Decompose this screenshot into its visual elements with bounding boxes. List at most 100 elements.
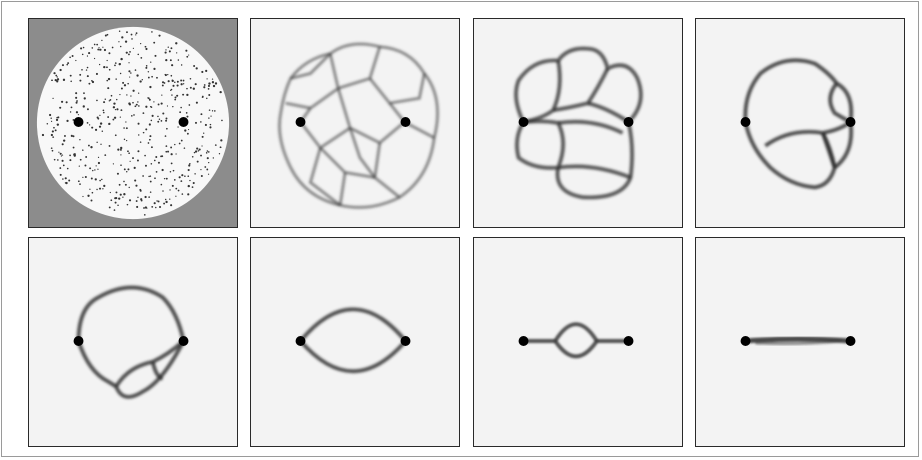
left-node: [518, 117, 529, 127]
speckle-dot: [195, 101, 198, 104]
speckle-dot: [134, 179, 137, 182]
speckle-dot: [193, 151, 196, 154]
speckle-dot: [120, 57, 123, 61]
speckle-dot: [123, 138, 126, 141]
cell-edges: [514, 46, 643, 200]
speckle-dot: [169, 198, 171, 200]
speckle-dot: [123, 193, 126, 196]
speckle-dot: [96, 116, 99, 119]
speckle-dot: [59, 106, 62, 109]
speckle-dot: [131, 38, 133, 40]
speckle-dot: [127, 150, 129, 153]
speckle-dot: [110, 94, 113, 97]
speckle-dot: [62, 139, 66, 142]
speckle-dot: [163, 177, 166, 180]
speckle-dot: [98, 187, 102, 190]
right-node: [845, 336, 856, 346]
speckle-dot: [68, 179, 71, 182]
speckle-dot: [129, 160, 131, 162]
speckle-dot: [158, 34, 161, 37]
speckle-dot: [123, 180, 125, 183]
speckle-dot: [148, 123, 151, 126]
speckle-dot: [170, 74, 173, 77]
speckle-dot: [59, 152, 62, 155]
speckle-dot: [185, 49, 188, 52]
speckle-dot: [79, 73, 82, 76]
speckle-dot: [176, 52, 178, 54]
speckle-dot: [180, 64, 183, 66]
speckle-dot: [72, 146, 75, 149]
speckle-dot: [153, 67, 156, 71]
speckle-dot: [206, 150, 209, 152]
speckle-dot: [160, 183, 163, 186]
speckle-dot: [170, 89, 172, 91]
speckle-dot: [85, 156, 88, 158]
speckle-dot: [126, 203, 129, 206]
speckle-dot: [157, 161, 160, 164]
speckle-dot: [208, 82, 211, 85]
speckle-dot: [60, 155, 62, 157]
speckle-dot: [175, 42, 178, 45]
speckle-dot: [55, 118, 59, 122]
speckle-dot: [107, 77, 111, 81]
speckle-dot: [61, 159, 64, 162]
speckle-dot: [51, 130, 54, 133]
panel-2-svg: [277, 42, 440, 209]
speckle-dot: [98, 63, 101, 66]
speckle-dot: [79, 183, 81, 185]
speckle-dot: [124, 183, 127, 186]
speckle-dot: [87, 194, 90, 197]
speckle-dot: [138, 92, 140, 94]
speckle-dot: [175, 195, 177, 197]
speckle-dot: [79, 79, 82, 82]
speckle-dot: [98, 125, 102, 128]
speckle-dot: [113, 102, 116, 105]
speckle-dot: [46, 123, 49, 125]
speckle-dot: [100, 143, 102, 145]
speckle-dot: [118, 62, 121, 66]
speckle-dot: [94, 169, 96, 171]
speckle-dot: [188, 104, 191, 106]
speckle-dot: [142, 131, 145, 134]
speckle-dot: [144, 195, 147, 199]
speckle-dot: [79, 139, 81, 141]
speckle-dot: [51, 149, 54, 152]
speckle-dot: [175, 153, 177, 155]
speckle-dot: [88, 124, 91, 126]
speckle-dot: [200, 113, 203, 116]
speckle-dot: [51, 79, 53, 81]
speckle-dot: [204, 123, 207, 127]
speckle-dot: [194, 150, 198, 153]
speckle-dot: [220, 139, 223, 142]
speckle-dot: [104, 98, 107, 100]
speckle-dot: [212, 157, 215, 159]
speckle-dot: [102, 188, 104, 190]
speckle-dot: [185, 112, 188, 114]
speckle-dot: [118, 41, 120, 43]
speckle-dot: [82, 176, 84, 178]
speckle-dot: [69, 74, 72, 77]
lens-edges: [298, 307, 408, 374]
speckle-dot: [167, 80, 170, 83]
speckle-dot: [180, 139, 183, 142]
speckle-dot: [142, 112, 145, 114]
speckle-dot: [123, 168, 126, 171]
speckle-dot: [86, 66, 89, 69]
speckle-dot: [50, 133, 54, 137]
speckle-dot: [76, 100, 78, 102]
speckle-dot: [198, 148, 201, 151]
speckle-dot: [69, 154, 71, 157]
speckle-dot: [170, 47, 173, 50]
speckle-dot: [102, 109, 105, 112]
speckle-dot: [103, 65, 106, 69]
speckle-dot: [92, 169, 94, 172]
speckle-dot: [53, 126, 55, 129]
speckle-dot: [151, 75, 153, 78]
panel-4-svg: [740, 58, 856, 190]
speckle-dot: [83, 92, 85, 95]
speckle-dot: [137, 101, 139, 103]
speckle-dot: [201, 95, 204, 98]
speckle-dot: [213, 110, 216, 112]
left-node: [518, 336, 529, 346]
speckle-dot: [69, 56, 71, 59]
